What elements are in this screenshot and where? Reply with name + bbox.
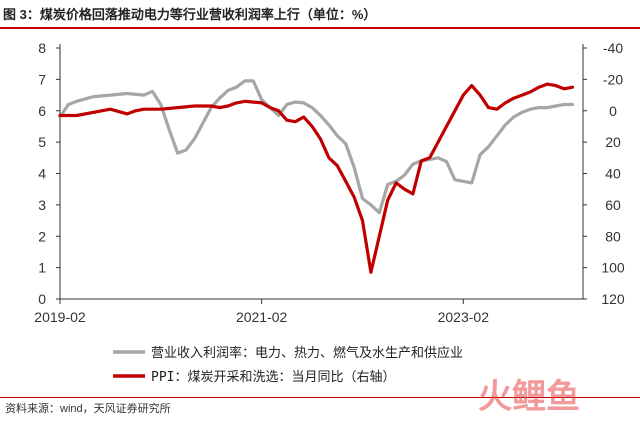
legend: 营业收入利润率：电力、热力、燃气及水生产和供应业 PPI：煤炭开采和洗选：当月同比… — [113, 345, 463, 385]
left-tick-label: 6 — [38, 103, 46, 119]
right-tick-label: 0 — [609, 103, 617, 119]
bottom-rule — [0, 397, 640, 398]
right-tick-label: 100 — [601, 260, 625, 276]
series-line-gray — [58, 79, 575, 215]
x-tick-label: 2023-02 — [438, 309, 490, 325]
x-tick-label: 2021-02 — [236, 309, 288, 325]
left-tick-label: 0 — [38, 291, 46, 307]
right-axis-ticks: -40 -20 0 20 40 60 80 100 120 — [583, 40, 625, 307]
left-axis-ticks: 0 1 2 3 4 5 6 7 8 — [38, 40, 60, 307]
chart-title: 图 3：煤炭价格回落推动电力等行业营收利润率上行（单位：%） — [3, 7, 377, 22]
watermark-text: 火鲤鱼 — [478, 377, 580, 417]
legend-label: PPI：煤炭开采和洗选：当月同比（右轴） — [151, 370, 395, 385]
left-tick-label: 7 — [38, 71, 46, 87]
right-tick-label: -40 — [603, 40, 623, 56]
right-tick-label: 60 — [605, 197, 621, 213]
series-layer — [58, 79, 575, 274]
right-tick-label: 40 — [605, 166, 621, 182]
x-tick-label: 2019-02 — [34, 309, 86, 325]
left-tick-label: 5 — [38, 134, 46, 150]
left-tick-label: 3 — [38, 197, 46, 213]
right-tick-label: 120 — [601, 291, 625, 307]
axes — [59, 44, 584, 300]
legend-label: 营业收入利润率：电力、热力、燃气及水生产和供应业 — [151, 345, 463, 361]
left-tick-label: 1 — [38, 260, 46, 276]
left-tick-label: 8 — [38, 40, 46, 56]
right-tick-label: 80 — [605, 228, 621, 244]
right-tick-label: -20 — [603, 71, 623, 87]
right-tick-label: 20 — [605, 134, 621, 150]
left-tick-label: 4 — [38, 166, 46, 182]
x-axis-ticks: 2019-02 2021-02 2023-02 — [34, 299, 489, 325]
source-note: 资料来源：wind，天风证券研究所 — [5, 403, 171, 415]
series-line-red — [58, 82, 575, 274]
left-tick-label: 2 — [38, 228, 46, 244]
watermark-logo: 火鲤鱼 — [478, 377, 580, 417]
title-rule — [0, 27, 640, 29]
